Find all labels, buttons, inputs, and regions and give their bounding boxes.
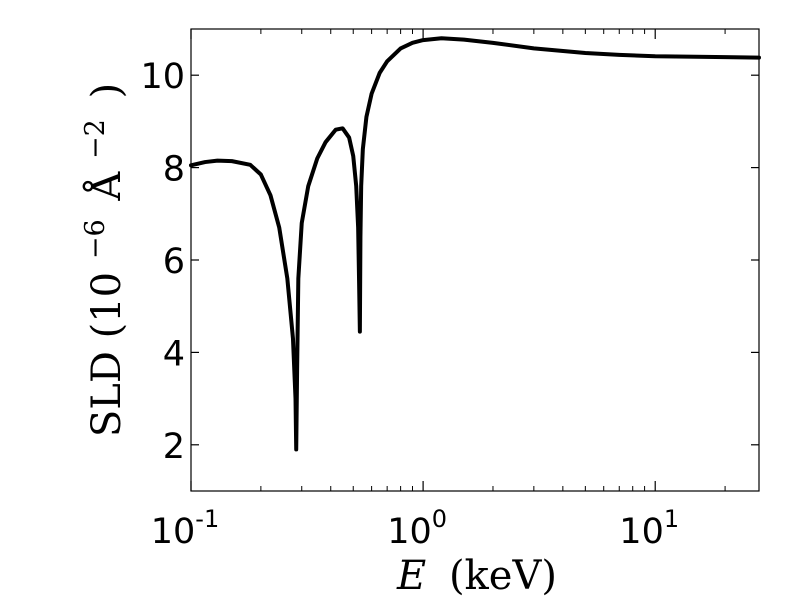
y-axis-exp: −6	[80, 219, 111, 259]
plot-frame	[190, 28, 760, 492]
x-axis-unit: (keV)	[449, 553, 557, 599]
y-tick-label: 8	[163, 150, 185, 190]
y-tick-label: 2	[163, 427, 185, 467]
y-axis-suffix: )	[84, 83, 130, 99]
x-tick-label: 100	[387, 505, 447, 552]
y-axis-label: SLD (10 −6 Å −2 )	[68, 83, 130, 437]
y-axis-unit: Å	[83, 171, 130, 202]
x-axis-var: E	[396, 553, 426, 599]
x-axis-label: E (keV)	[396, 553, 557, 599]
x-tick-label: 101	[619, 505, 679, 552]
y-axis-unit-exp: −2	[80, 119, 111, 159]
y-tick-label: 10	[140, 57, 185, 97]
x-tick-label: 10-1	[151, 505, 219, 552]
y-tick-label: 6	[163, 242, 185, 282]
y-axis-prefix: SLD (10	[84, 272, 130, 437]
y-tick-label: 4	[163, 334, 185, 374]
ticks-layer: 2 4 6 8 10 10-1 100 101	[140, 29, 759, 552]
series-line-0	[189, 36, 761, 452]
plot-layer	[189, 36, 761, 452]
